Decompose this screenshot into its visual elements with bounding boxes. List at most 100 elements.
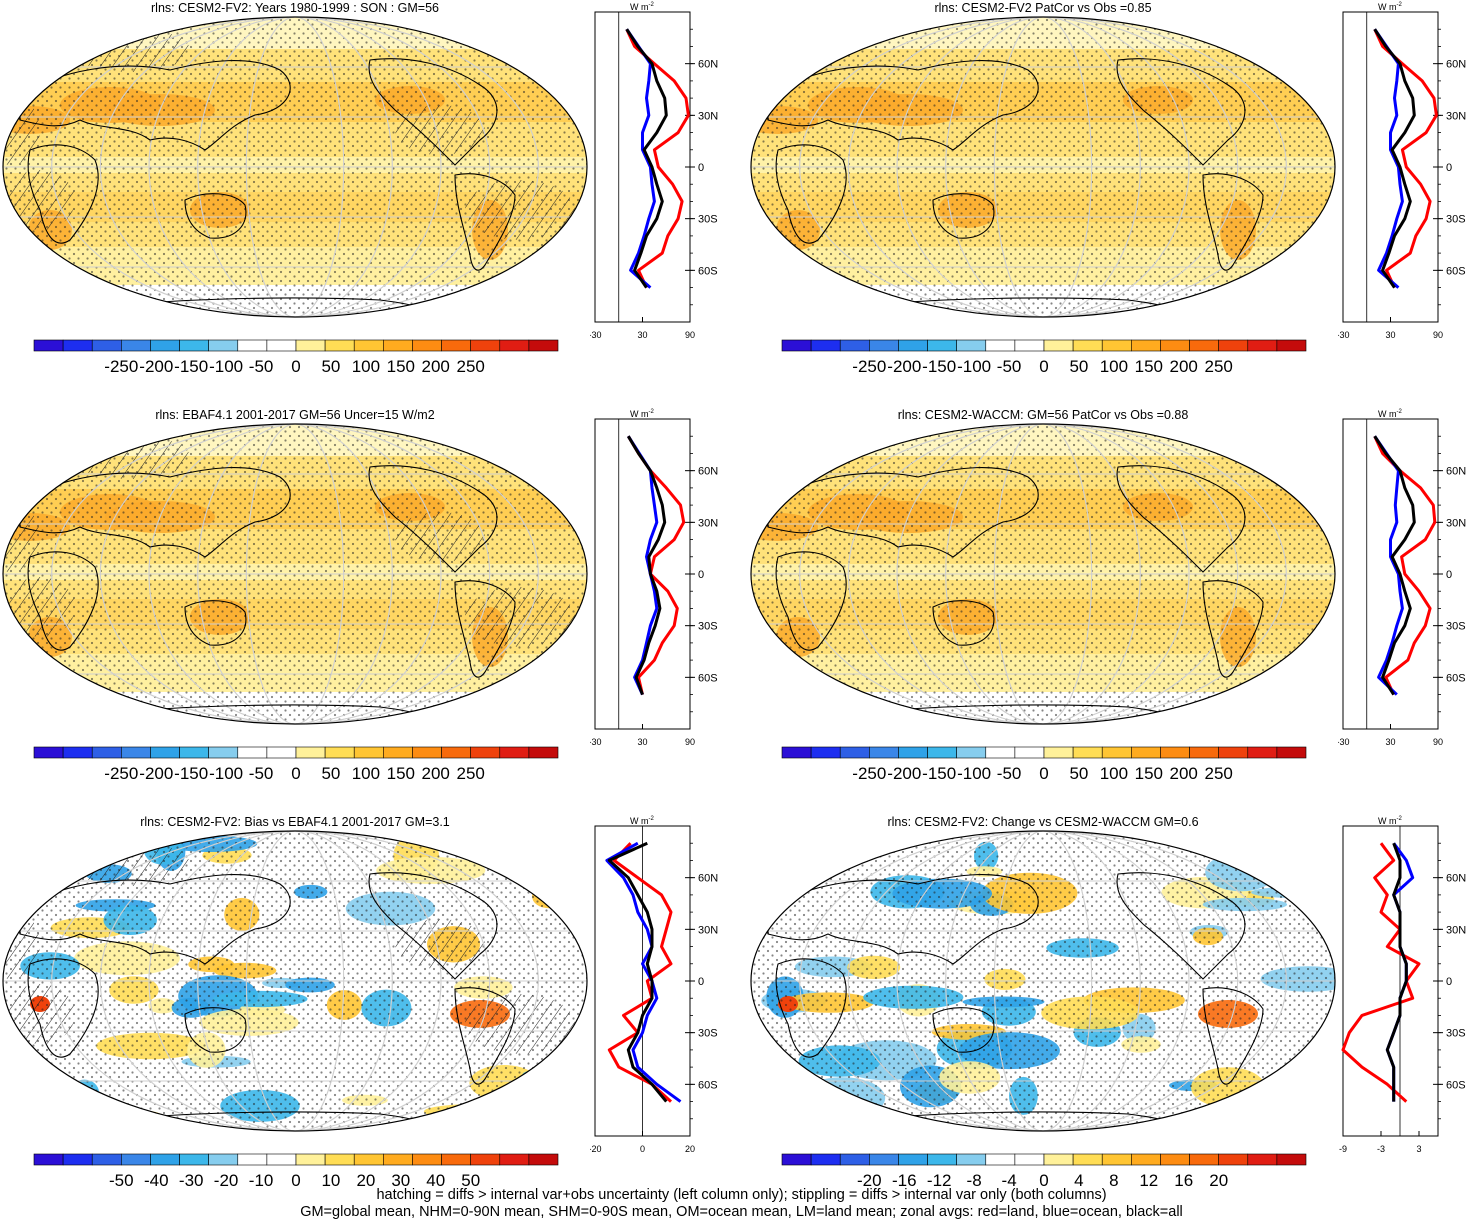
colorbar: -20 -16 -12 -8 -4 0 4 8 12 16 20 (781, 1153, 1307, 1190)
colorbar-swatch (1131, 1153, 1161, 1166)
zonal-series-land (1373, 435, 1437, 696)
map-plot (750, 16, 1336, 318)
colorbar-swatch (353, 746, 384, 759)
colorbar-tick-label: 250 (1205, 357, 1233, 376)
colorbar-tick-label: -30 (179, 1171, 204, 1190)
colorbar-swatch (179, 339, 209, 352)
colorbar-swatch (898, 746, 928, 759)
zonal-x-tick-label: 20 (685, 1144, 695, 1154)
colorbar-tick-label: 12 (1139, 1171, 1158, 1190)
colorbar-swatch (91, 339, 122, 352)
colorbar-swatch (324, 1153, 355, 1166)
colorbar-tick-label: 100 (352, 764, 380, 783)
colorbar-swatch (237, 1153, 268, 1166)
zonal-series-all (607, 841, 668, 1103)
colorbar-tick-label: -100 (209, 357, 243, 376)
zonal-lat-label: 60S (698, 265, 718, 277)
colorbar: -250 -200 -150 -100 -50 0 50 100 150 200 250 (781, 746, 1307, 783)
zonal-lat-label: 30N (698, 110, 718, 122)
zonal-series-all (625, 28, 668, 289)
colorbar-swatch (1160, 339, 1190, 352)
colorbar-tick-label: -200 (887, 764, 921, 783)
colorbar-tick-label: 250 (457, 764, 485, 783)
panel-1: rlns: CESM2-FV2: Years 1980-1999 : SON :… (0, 0, 735, 405)
colorbar-swatch (1160, 1153, 1190, 1166)
colorbar: -250 -200 -150 -100 -50 0 50 100 150 200 250 (33, 746, 559, 783)
colorbar-swatch (1043, 1153, 1074, 1166)
zonal-lat-label: 60S (1446, 1079, 1466, 1091)
caption-line-1: hatching = diffs > internal var+obs unce… (376, 1187, 1107, 1203)
colorbar-swatch (1101, 339, 1132, 352)
colorbar-swatch (150, 1153, 180, 1166)
panel-5: rlns: CESM2-FV2: Bias vs EBAF4.1 2001-20… (0, 814, 735, 1219)
colorbar-swatch (1247, 339, 1278, 352)
colorbar-tick-label: -150 (174, 357, 208, 376)
colorbar-swatch (33, 339, 64, 352)
colorbar-tick-label: 200 (422, 764, 450, 783)
colorbar: -250 -200 -150 -100 -50 0 50 100 150 200 250 (781, 339, 1307, 376)
colorbar-swatch (1072, 1153, 1103, 1166)
colorbar-swatch (781, 339, 812, 352)
zonal-series-all (1373, 435, 1416, 696)
zonal-x-tick-label: 3 (1416, 1144, 1421, 1154)
zonal-series-ocean (1373, 28, 1404, 289)
colorbar-swatch (1189, 339, 1219, 352)
panel-title: rlns: CESM2-FV2: Bias vs EBAF4.1 2001-20… (140, 815, 450, 829)
colorbar-tick-label: 30 (391, 1171, 410, 1190)
colorbar-swatch (266, 1153, 297, 1166)
colorbar-tick-label: 100 (352, 357, 380, 376)
map-outline (2, 423, 588, 725)
colorbar-swatch (62, 339, 93, 352)
colorbar-swatch (499, 746, 530, 759)
colorbar-tick-label: 16 (1174, 1171, 1193, 1190)
colorbar-swatch (1131, 339, 1161, 352)
colorbar-swatch (1101, 1153, 1132, 1166)
colorbar-swatch (956, 1153, 987, 1166)
colorbar-swatch (295, 746, 326, 759)
zonal-x-tick-label: -30 (590, 737, 602, 747)
colorbar-swatch (528, 1153, 559, 1166)
zonal-x-tick-label: -30 (1338, 330, 1350, 340)
colorbar-tick-label: 20 (1209, 1171, 1228, 1190)
zonal-series-ocean (625, 28, 656, 289)
zonal-lat-label: 60S (698, 1079, 718, 1091)
zonal-lat-label: 30S (1446, 1028, 1466, 1040)
zonal-lat-label: 30S (1446, 621, 1466, 633)
colorbar: -50 -40 -30 -20 -10 0 10 20 30 40 50 (33, 1153, 559, 1190)
zonal-lat-label: 0 (698, 976, 704, 988)
zonal-x-tick-label: -30 (1338, 737, 1350, 747)
zonal-x-tick-label: 30 (1385, 737, 1395, 747)
colorbar-swatch (91, 1153, 122, 1166)
colorbar-tick-label: -50 (249, 357, 274, 376)
colorbar-swatch (179, 746, 209, 759)
colorbar-tick-label: 200 (422, 357, 450, 376)
colorbar-swatch (62, 1153, 93, 1166)
colorbar-swatch (353, 339, 384, 352)
colorbar-swatch (208, 339, 239, 352)
colorbar-swatch (33, 1153, 64, 1166)
colorbar-tick-label: 20 (356, 1171, 375, 1190)
colorbar-swatch (62, 746, 93, 759)
map-outline (750, 423, 1336, 725)
panel-title: rlns: CESM2-FV2 PatCor vs Obs =0.85 (934, 1, 1152, 15)
zonal-lat-label: 30N (698, 924, 718, 936)
colorbar-tick-label: -200 (887, 357, 921, 376)
colorbar-tick-label: -200 (139, 357, 173, 376)
colorbar-swatch (1131, 746, 1161, 759)
colorbar-swatch (150, 339, 180, 352)
zonal-lat-label: 30N (1446, 517, 1466, 529)
colorbar-swatch (1247, 746, 1278, 759)
colorbar-swatch (383, 339, 413, 352)
colorbar-tick-label: 50 (321, 357, 340, 376)
colorbar-tick-label: 0 (1039, 1171, 1048, 1190)
panel-6: rlns: CESM2-FV2: Change vs CESM2-WACCM G… (748, 814, 1483, 1219)
colorbar-swatch (499, 339, 530, 352)
zonal-lat-label: 0 (1446, 976, 1452, 988)
colorbar-swatch (295, 1153, 326, 1166)
colorbar-tick-label: -250 (852, 357, 886, 376)
zonal-series-land (1341, 842, 1421, 1103)
colorbar-tick-label: -20 (857, 1171, 882, 1190)
zonal-unit-label: W m-2 (630, 816, 654, 826)
zonal-unit-label: W m-2 (1378, 409, 1402, 419)
colorbar-tick-label: -50 (249, 764, 274, 783)
